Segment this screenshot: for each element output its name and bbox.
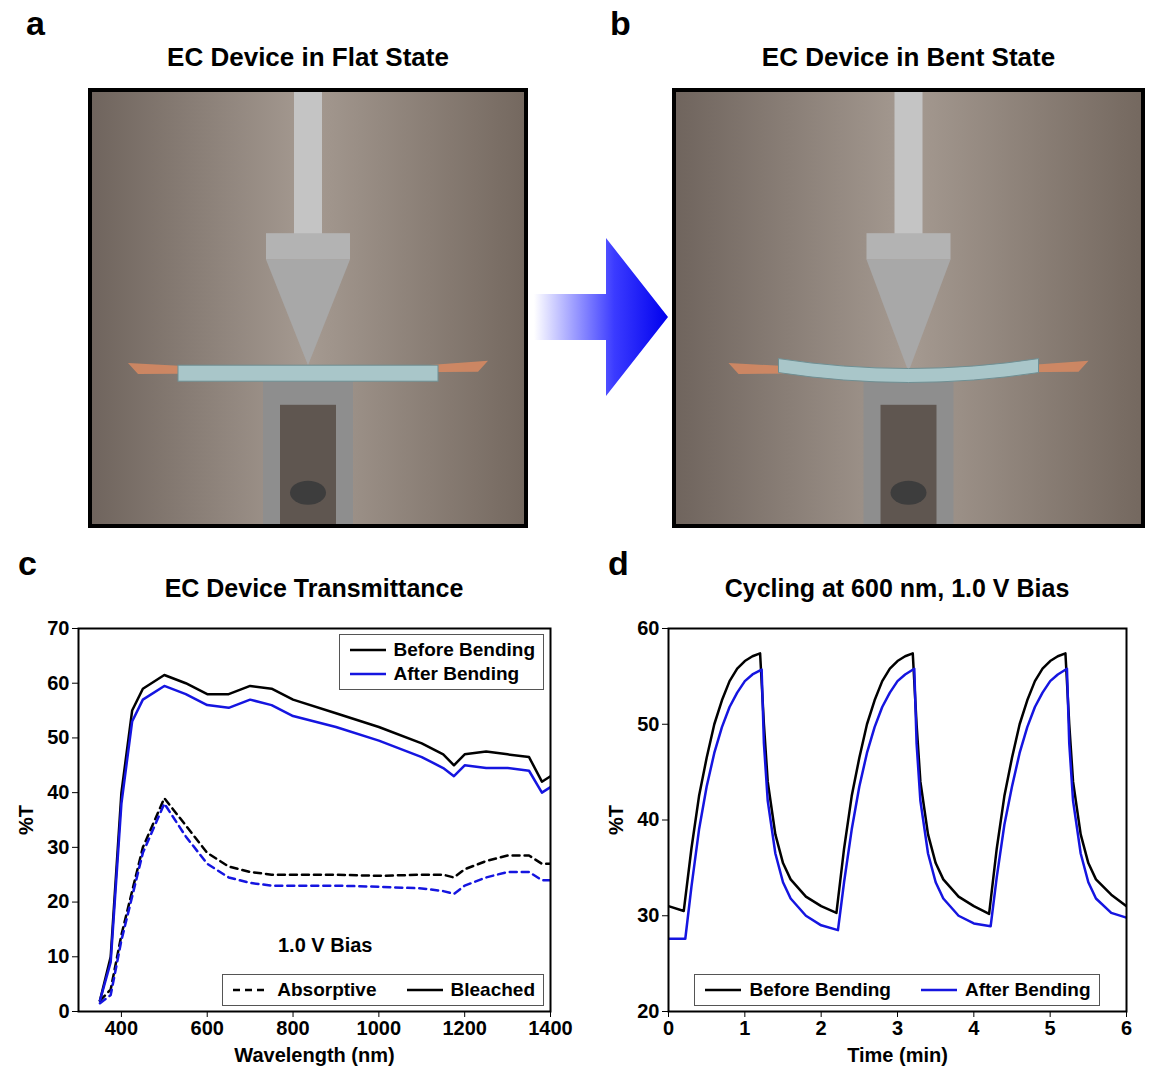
svg-text:60: 60 (47, 672, 69, 694)
svg-text:%T: %T (15, 805, 37, 835)
svg-text:0: 0 (58, 1000, 69, 1022)
html-text:Bleached: Bleached (450, 979, 535, 1000)
svg-text:20: 20 (47, 890, 69, 912)
html-text:EC Device in Bent State: EC Device in Bent State (761, 42, 1056, 72)
svg-text:1: 1 (739, 1017, 750, 1039)
svg-text:1.0 V Bias: 1.0 V Bias (278, 934, 373, 956)
html-text:Cycling at 600 nm, 1.0 V Bias: Cycling at 600 nm, 1.0 V Bias (724, 574, 1070, 602)
html-text:b: b (610, 4, 631, 42)
svg-text:Wavelength (nm): Wavelength (nm) (234, 1044, 394, 1066)
svg-text:1200: 1200 (442, 1017, 487, 1039)
svg-text:3: 3 (892, 1017, 903, 1039)
svg-text:2: 2 (816, 1017, 827, 1039)
svg-text:20: 20 (637, 1000, 659, 1022)
svg-text:0: 0 (663, 1017, 674, 1039)
html-text:Before Bending: Before Bending (749, 979, 891, 1000)
svg-text:70: 70 (47, 618, 69, 639)
svg-text:30: 30 (637, 904, 659, 926)
html-text:After Bending: After Bending (964, 979, 1091, 1000)
svg-text:50: 50 (47, 726, 69, 748)
svg-text:30: 30 (47, 836, 69, 858)
svg-text:5: 5 (1045, 1017, 1056, 1039)
html-text:c: c (18, 544, 37, 582)
html-text:d: d (608, 544, 629, 582)
html-text:Absorptive: Absorptive (277, 979, 377, 1000)
svg-text:Time (min): Time (min) (847, 1044, 948, 1066)
html-text:EC Device Transmittance: EC Device Transmittance (164, 574, 464, 602)
html-text:a: a (26, 4, 45, 42)
svg-text:%T: %T (605, 805, 627, 835)
svg-text:1400: 1400 (528, 1017, 573, 1039)
svg-text:10: 10 (47, 945, 69, 967)
svg-text:4: 4 (968, 1017, 980, 1039)
svg-text:40: 40 (47, 781, 69, 803)
svg-text:50: 50 (637, 713, 659, 735)
svg-text:6: 6 (1121, 1017, 1132, 1039)
html-text:Before Bending: Before Bending (393, 639, 535, 660)
svg-text:40: 40 (637, 808, 659, 830)
svg-text:600: 600 (191, 1017, 224, 1039)
svg-text:400: 400 (105, 1017, 138, 1039)
svg-text:60: 60 (637, 618, 659, 639)
svg-text:800: 800 (276, 1017, 309, 1039)
html-text:EC Device in Flat State: EC Device in Flat State (167, 42, 449, 72)
html-text:After Bending: After Bending (393, 663, 520, 684)
svg-text:1000: 1000 (357, 1017, 402, 1039)
